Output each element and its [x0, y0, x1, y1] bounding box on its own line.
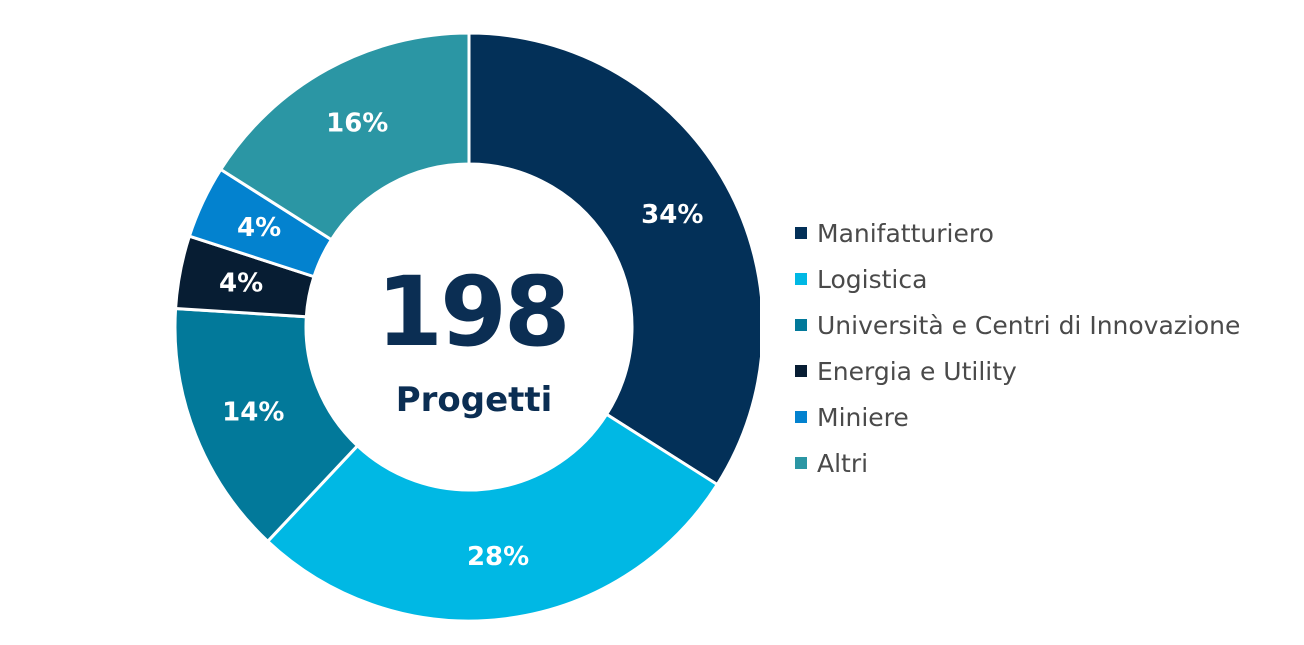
legend-swatch	[795, 227, 807, 239]
legend-item-logistica: Logistica	[795, 256, 1295, 302]
legend-swatch	[795, 319, 807, 331]
legend-item-manifatturiero: Manifatturiero	[795, 210, 1295, 256]
legend-swatch	[795, 457, 807, 469]
donut-chart-svg: 34% 28% 14% 4% 4% 16% 198 Progetti	[173, 31, 760, 623]
legend-label: Università e Centri di Innovazione	[817, 310, 1241, 340]
legend-swatch	[795, 273, 807, 285]
legend-item-altri: Altri	[795, 440, 1295, 486]
slice-altri	[218, 31, 471, 242]
slice-label-altri: 16%	[326, 109, 388, 139]
slice-label-logistica: 28%	[467, 542, 529, 572]
legend-swatch	[795, 365, 807, 377]
legend-label: Energia e Utility	[817, 356, 1017, 386]
slice-label-manifatturiero: 34%	[641, 200, 703, 230]
slice-label-energia-e-utility: 4%	[219, 269, 263, 299]
slice-label-miniere: 4%	[237, 213, 281, 243]
chart-legend: Manifatturiero Logistica Università e Cent…	[795, 210, 1295, 486]
legend-item-energia-e-utility: Energia e Utility	[795, 348, 1295, 394]
legend-item-universita-e-centri-di-innovazione: Università e Centri di Innovazione	[795, 302, 1295, 348]
slice-label-universita-e-centri-di-innovazione: 14%	[222, 397, 284, 427]
legend-label: Altri	[817, 448, 869, 478]
center-total-label: Progetti	[396, 380, 553, 420]
donut-slices	[173, 31, 760, 623]
legend-item-miniere: Miniere	[795, 394, 1295, 440]
slice-manifatturiero	[467, 31, 760, 487]
legend-label: Miniere	[817, 402, 909, 432]
slice-universita-e-centri-di-innovazione	[173, 306, 360, 544]
legend-swatch	[795, 411, 807, 423]
donut-slice-labels: 34% 28% 14% 4% 4% 16%	[219, 109, 703, 572]
donut-chart: 34% 28% 14% 4% 4% 16% 198 Progetti	[173, 31, 760, 623]
legend-label: Logistica	[817, 264, 928, 294]
legend-label: Manifatturiero	[817, 218, 994, 248]
center-total-value: 198	[376, 256, 567, 368]
slice-logistica	[265, 412, 720, 623]
